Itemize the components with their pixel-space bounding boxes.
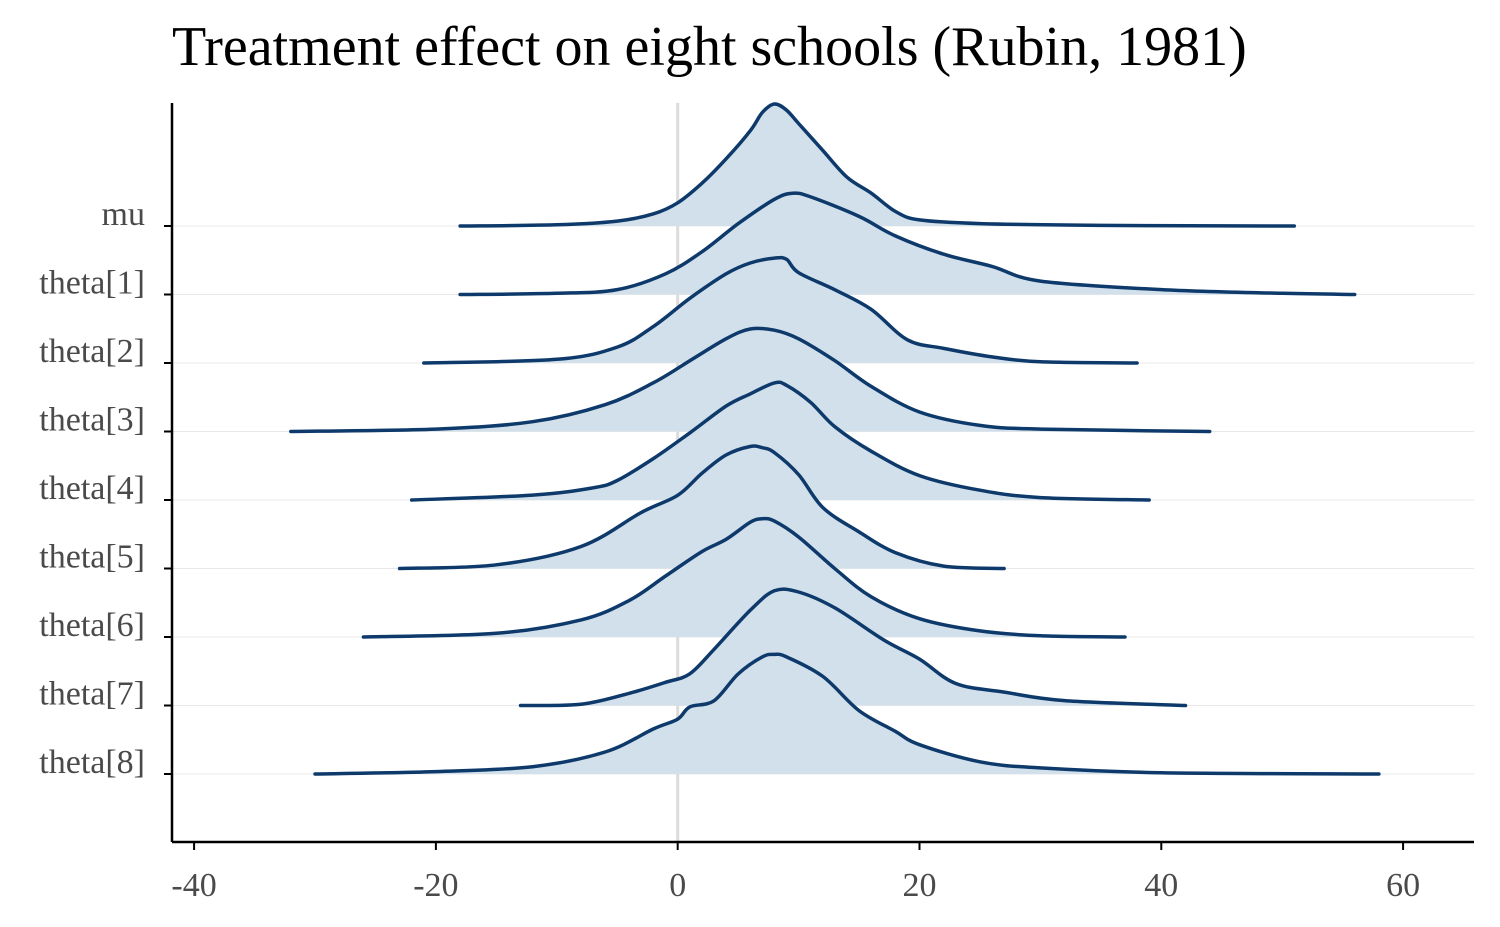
- density-line-theta-1: [458, 191, 1357, 297]
- density-line-theta-6: [361, 516, 1127, 639]
- x-tick-label: -40: [171, 867, 216, 904]
- x-tick-label: 0: [669, 867, 686, 904]
- density-line-theta-8: [313, 652, 1381, 776]
- density-line-mu: [458, 102, 1297, 228]
- y-tick-label: mu: [102, 196, 145, 233]
- density-line-theta-7: [518, 587, 1188, 708]
- density-line-theta-2: [422, 255, 1139, 365]
- density-fill-theta-2: [423, 257, 1138, 363]
- density-line-theta-5: [397, 444, 1006, 571]
- x-tick-label: 60: [1386, 867, 1420, 904]
- y-tick-label: theta[6]: [39, 607, 145, 644]
- y-tick-label: theta[3]: [39, 402, 145, 439]
- y-tick-label: theta[7]: [39, 676, 145, 713]
- density-fill-theta-6: [363, 518, 1125, 637]
- density-fill-theta-3: [290, 328, 1210, 432]
- y-tick-label: theta[8]: [39, 744, 145, 781]
- density-line-theta-3: [289, 326, 1212, 434]
- density-fill-theta-8: [315, 654, 1379, 774]
- y-tick-label: theta[1]: [39, 265, 145, 302]
- chart-title: Treatment effect on eight schools (Rubin…: [172, 16, 1247, 78]
- density-fill-mu: [460, 103, 1295, 226]
- x-tick-label: -20: [413, 867, 458, 904]
- x-tick-label: 40: [1144, 867, 1178, 904]
- density-fill-theta-5: [399, 446, 1005, 569]
- density-fill-theta-4: [411, 382, 1150, 500]
- x-tick-label: 20: [902, 867, 936, 904]
- y-tick-label: theta[5]: [39, 539, 145, 576]
- y-tick-label: theta[2]: [39, 333, 145, 370]
- y-tick-label: theta[4]: [39, 470, 145, 507]
- density-line-theta-4: [409, 380, 1151, 502]
- density-fill-theta-1: [460, 193, 1355, 295]
